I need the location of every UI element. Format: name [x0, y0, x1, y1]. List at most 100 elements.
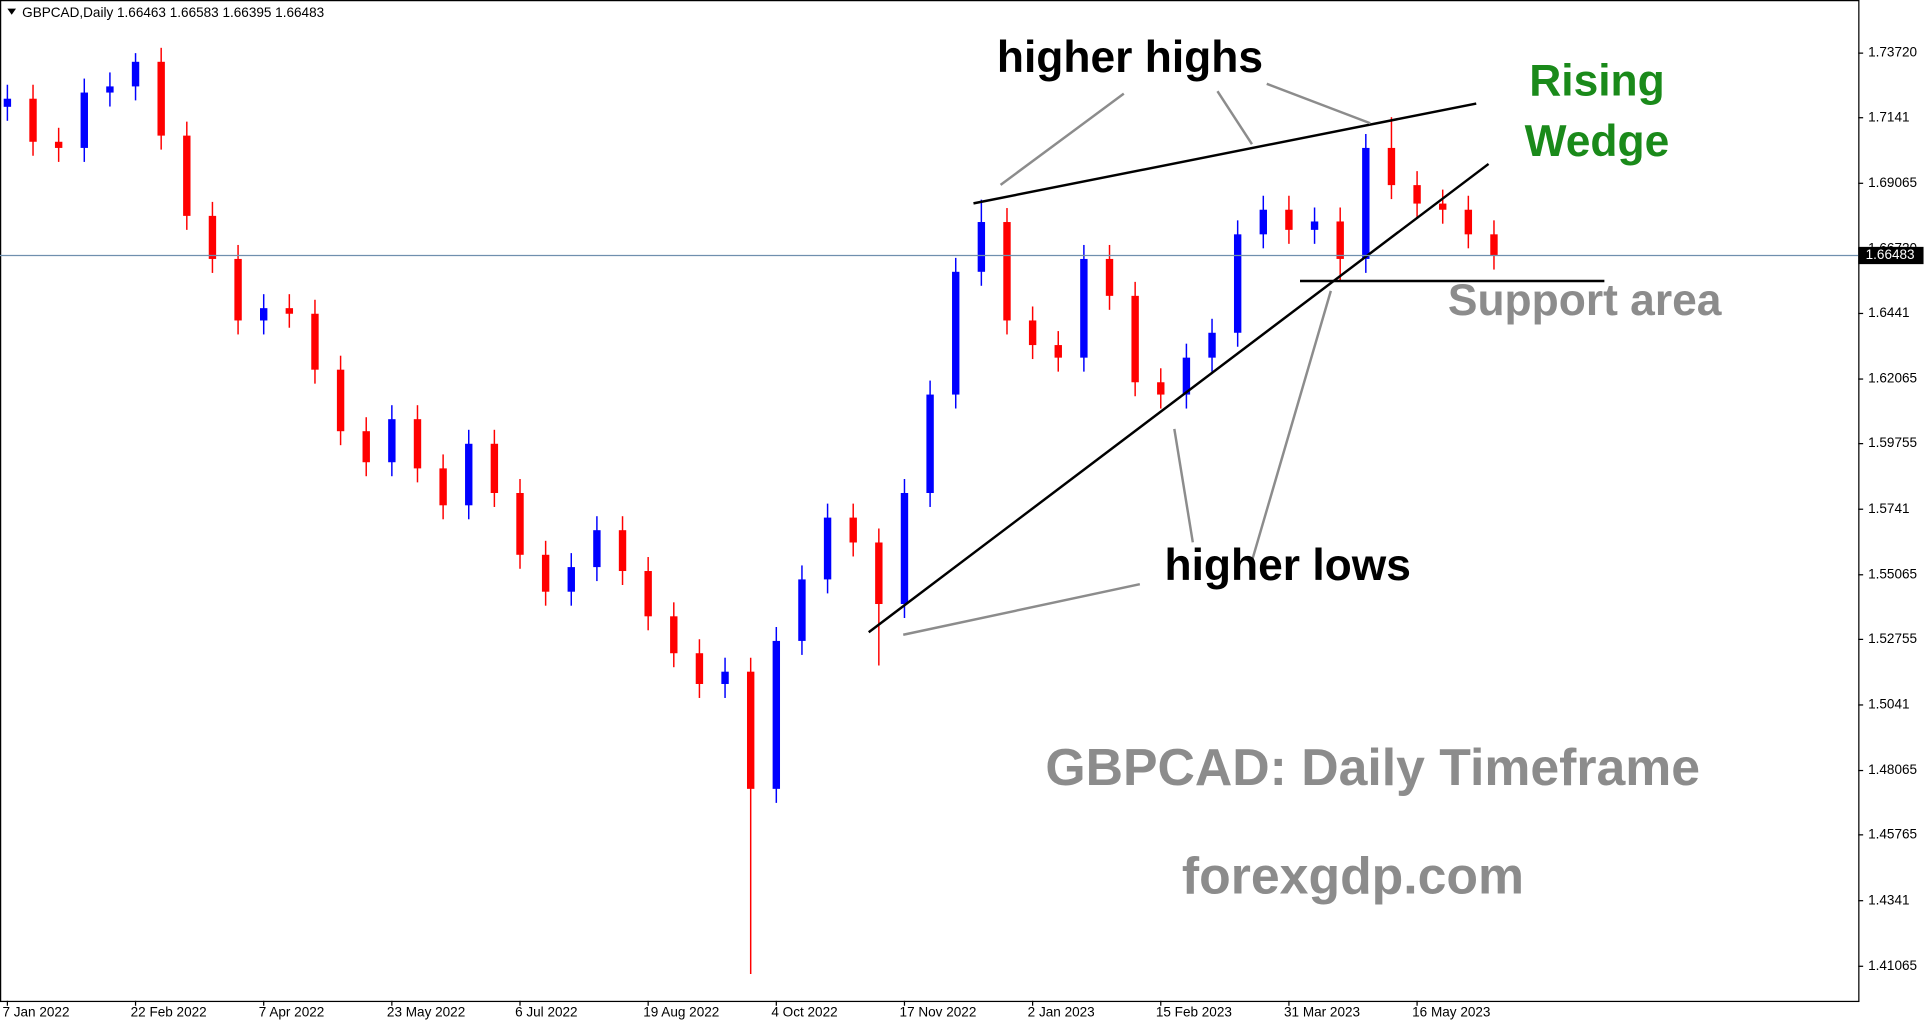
pointer: [1250, 290, 1333, 562]
candle-body: [362, 431, 370, 463]
candle-body: [516, 492, 524, 555]
candle-body: [490, 443, 499, 493]
annotation: Wedge: [1525, 117, 1670, 166]
candle-body: [54, 141, 63, 148]
candle-body: [413, 419, 422, 469]
candle-body: [823, 517, 832, 580]
upper-trendline: [973, 102, 1477, 205]
candle-body: [900, 492, 909, 605]
candle-body: [926, 394, 934, 493]
candle-body: [541, 554, 550, 592]
candle-body: [772, 640, 781, 789]
y-tick-label: 1.7141: [1868, 109, 1909, 124]
candle-body: [131, 61, 140, 87]
x-tick-label: 19 Aug 2022: [643, 1005, 719, 1020]
candles: [3, 47, 1498, 974]
candle-body: [1413, 185, 1421, 204]
menu-arrow[interactable]: [7, 8, 17, 15]
candle-body: [1439, 203, 1447, 210]
x-tick-label: 6 Jul 2022: [515, 1005, 578, 1020]
candle-body: [1182, 357, 1191, 395]
candle-body: [1310, 221, 1319, 230]
current-price-box: [1858, 246, 1924, 265]
x-tick-label: 2 Jan 2023: [1028, 1005, 1095, 1020]
candle-body: [670, 616, 678, 654]
y-tick-label: 1.41065: [1868, 958, 1917, 973]
y-tick-label: 1.59755: [1868, 435, 1917, 450]
x-tick-label: 23 May 2022: [387, 1005, 465, 1020]
candle-body: [644, 571, 652, 617]
y-tick-label: 1.5741: [1868, 501, 1909, 516]
candle-body: [1233, 234, 1242, 333]
candle-body: [285, 308, 294, 314]
candle-body: [1464, 209, 1473, 235]
x-tick-label: 7 Jan 2022: [2, 1005, 69, 1020]
candle-body: [1028, 320, 1037, 346]
pointer: [999, 92, 1125, 186]
x-tick-label: 31 Mar 2023: [1284, 1005, 1360, 1020]
candle-body: [439, 468, 447, 506]
watermark-site: forexgdp.com: [1182, 847, 1524, 905]
candle-body: [849, 517, 857, 543]
x-tick-label: 15 Feb 2023: [1156, 1005, 1232, 1020]
x-tick-label: 17 Nov 2022: [900, 1005, 977, 1020]
candle-body: [746, 671, 755, 789]
candle-body: [1054, 345, 1062, 358]
candle-body: [465, 443, 473, 506]
axes: 1.737201.71411.690651.667201.64411.62065…: [2, 45, 1917, 1020]
current-price-label: 1.66483: [1866, 247, 1915, 262]
candle-body: [157, 61, 165, 136]
x-tick-label: 4 Oct 2022: [771, 1005, 837, 1020]
symbol-header: GBPCAD,Daily 1.66463 1.66583 1.66395 1.6…: [22, 5, 324, 20]
y-tick-label: 1.45765: [1868, 826, 1917, 841]
candle-body: [695, 653, 704, 684]
candle-body: [260, 308, 268, 321]
y-tick-label: 1.4341: [1868, 892, 1909, 907]
candle-body: [1336, 221, 1344, 259]
annotation: higher highs: [997, 33, 1263, 82]
candle-body: [208, 215, 217, 259]
candle-body: [1362, 147, 1370, 259]
candle-body: [388, 419, 396, 463]
y-tick-label: 1.52755: [1868, 631, 1917, 646]
candle-body: [618, 530, 627, 572]
x-tick-label: 22 Feb 2022: [131, 1005, 207, 1020]
y-tick-label: 1.73720: [1868, 45, 1917, 60]
candle-body: [1157, 382, 1165, 395]
candle-body: [1105, 258, 1114, 296]
x-tick-label: 7 Apr 2022: [259, 1005, 325, 1020]
candle-body: [234, 258, 242, 321]
candle-body: [1285, 209, 1293, 230]
candle-body: [875, 542, 883, 605]
candle-body: [1259, 209, 1267, 235]
y-tick-label: 1.62065: [1868, 371, 1917, 386]
candle-body: [311, 313, 319, 370]
candle-body: [1080, 258, 1088, 358]
candle-body: [3, 98, 12, 107]
candle-body: [1490, 234, 1498, 256]
x-tick-label: 16 May 2023: [1412, 1005, 1490, 1020]
candle-body: [1387, 147, 1396, 186]
y-tick-label: 1.69065: [1868, 175, 1917, 190]
y-tick-label: 1.5041: [1868, 697, 1909, 712]
candle-body: [593, 530, 601, 568]
candle-body: [80, 92, 88, 148]
annotation: Rising: [1529, 57, 1665, 106]
candle-body: [1003, 222, 1011, 321]
candle-body: [183, 135, 191, 216]
candle-body: [567, 567, 575, 592]
candle-body: [106, 86, 114, 93]
candle-body: [1131, 295, 1139, 383]
candle-body: [977, 222, 986, 272]
annotation: Support area: [1448, 276, 1722, 325]
lower-trendline: [867, 162, 1490, 634]
y-tick-label: 1.55065: [1868, 566, 1917, 581]
pointer: [902, 583, 1141, 636]
pointer: [1173, 428, 1195, 543]
candle-body: [798, 579, 806, 641]
candle-body: [336, 369, 345, 432]
pointer: [1216, 90, 1253, 145]
candle-body: [1208, 332, 1216, 358]
